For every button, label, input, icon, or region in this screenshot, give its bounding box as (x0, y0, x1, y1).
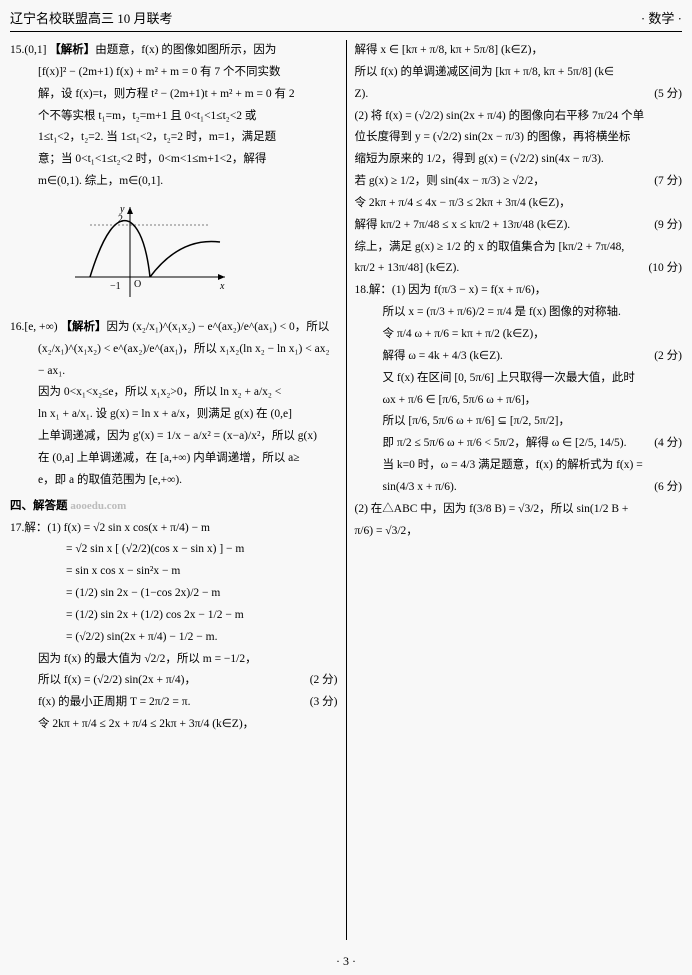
q18-l4: ωx + π/6 ∈ [π/6, 5π/6 ω + π/6]， (354, 390, 682, 412)
q15-l5: 意；当 0<t₁<1≤t₂<2 时，0<m<1≤m+1<2，解得 (10, 149, 338, 171)
q18-l3: 又 f(x) 在区间 [0, 5π/6] 上只取得一次最大值，此时 (354, 368, 682, 390)
r3-2: 解得 kπ/2 + 7π/48 ≤ x ≤ kπ/2 + 13π/48 (k∈Z… (354, 215, 682, 237)
q16-l2: 因为 0<x₁<x₂≤e，所以 x₁x₂>0，所以 ln x₂ + a/x₂ < (10, 382, 338, 404)
r3-0: 若 g(x) ≥ 1/2，则 sin(4x − π/3) ≥ √2/2， (354, 171, 682, 193)
q18-l5: 所以 [π/6, 5π/6 ω + π/6] ⊆ [π/2, 5π/2]， (354, 411, 682, 433)
r1-0: 解得 x ∈ [kπ + π/8, kπ + 5π/8] (k∈Z)， (354, 40, 682, 62)
q18-lead: 18.解：(1) 因为 f(π/3 − x) = f(x + π/6)， (354, 280, 682, 302)
q16-l3: ln x₁ + a/x₁. 设 g(x) = ln x + a/x，则满足 g(… (10, 404, 338, 426)
left-column: 15.(0,1] 【解析】由题意，f(x) 的图像如图所示，因为 [f(x)]²… (10, 40, 338, 940)
q15-l4: 1≤t₁<2，t₂=2. 当 1≤t₁<2，t₂=2 时，m=1，满足题 (10, 127, 338, 149)
column-divider (346, 40, 347, 940)
q18-l1: 令 π/4 ω + π/6 = kπ + π/2 (k∈Z)， (354, 324, 682, 346)
q18-l0: 所以 x = (π/3 + π/6)/2 = π/4 是 f(x) 图像的对称轴… (354, 302, 682, 324)
q17-s1: = sin x cos x − sin²x − m (10, 561, 338, 583)
header-left: 辽宁名校联盟高三 10 月联考 (10, 8, 173, 27)
r2-1: 位长度得到 y = (√2/2) sin(2x − π/3) 的图像，再将横坐标 (354, 127, 682, 149)
function-graph: O −1 2 x y (70, 197, 230, 307)
r4-1: π/6) = √3/2， (354, 521, 682, 543)
q15-line: 15.(0,1] 【解析】由题意，f(x) 的图像如图所示，因为 (10, 40, 338, 62)
r1-2: Z). (5 分) (354, 84, 682, 106)
q18-l8: sin(4/3 x + π/6). (6 分) (354, 477, 682, 499)
r1-1: 所以 f(x) 的单调递减区间为 [kπ + π/8, kπ + 5π/8] (… (354, 62, 682, 84)
q17-s4: = (√2/2) sin(2x + π/4) − 1/2 − m. (10, 627, 338, 649)
svg-text:x: x (219, 281, 225, 292)
q16-l6: e，即 a 的取值范围为 [e,+∞). (10, 470, 338, 492)
svg-text:−1: −1 (110, 281, 121, 292)
q17-s2: = (1/2) sin 2x − (1−cos 2x)/2 − m (10, 583, 338, 605)
q15-l6: m∈(0,1). 综上，m∈(0,1]. (10, 171, 338, 193)
q15-l3: 个不等实根 t₁=m，t₂=m+1 且 0<t₁<1≤t₂<2 或 (10, 106, 338, 128)
q17-s0: = √2 sin x [ (√2/2)(cos x − sin x) ] − m (10, 539, 338, 561)
graph-origin: O (134, 279, 141, 290)
q18-l6: 即 π/2 ≤ 5π/6 ω + π/6 < 5π/2，解得 ω ∈ [2/5,… (354, 433, 682, 455)
svg-text:y: y (119, 204, 125, 215)
q16-l4: 上单调递减，因为 g'(x) = 1/x − a/x² = (x−a)/x²，所… (10, 426, 338, 448)
r2-0: (2) 将 f(x) = (√2/2) sin(2x + π/4) 的图像向右平… (354, 106, 682, 128)
r2-2: 缩短为原来的 1/2，得到 g(x) = (√2/2) sin(4x − π/3… (354, 149, 682, 171)
r3-1: 令 2kπ + π/4 ≤ 4x − π/3 ≤ 2kπ + 3π/4 (k∈Z… (354, 193, 682, 215)
r3-4: kπ/2 + 13π/48] (k∈Z). (10 分) (354, 258, 682, 280)
q16-l1: (x₂/x₁)^(x₁x₂) < e^(ax₂)/e^(ax₁)，所以 x₁x₂… (10, 339, 338, 383)
page-footer: · 3 · (0, 954, 692, 969)
section-4-title: 四、解答题 aooedu.com (10, 496, 338, 518)
q16-l5: 在 (0,a] 上单调递减，在 [a,+∞) 内单调递增，所以 a≥ (10, 448, 338, 470)
q18-l2: 解得 ω = 4k + 4/3 (k∈Z). (2 分) (354, 346, 682, 368)
right-column: 解得 x ∈ [kπ + π/8, kπ + 5π/8] (k∈Z)， 所以 f… (354, 40, 682, 940)
q17-t0: 因为 f(x) 的最大值为 √2/2，所以 m = −1/2， (10, 649, 338, 671)
q15-l1: [f(x)]² − (2m+1) f(x) + m² + m = 0 有 7 个… (10, 62, 338, 84)
q17-t1: 所以 f(x) = (√2/2) sin(2x + π/4)， (2 分) (10, 670, 338, 692)
q17-s3: = (1/2) sin 2x + (1/2) cos 2x − 1/2 − m (10, 605, 338, 627)
r4-0: (2) 在△ABC 中，因为 f(3/8 B) = √3/2，所以 sin(1/… (354, 499, 682, 521)
q18-l7: 当 k=0 时，ω = 4/3 满足题意，f(x) 的解析式为 f(x) = (354, 455, 682, 477)
q15-l2: 解，设 f(x)=t，则方程 t² − (2m+1)t + m² + m = 0… (10, 84, 338, 106)
q17-t2: f(x) 的最小正周期 T = 2π/2 = π. (3 分) (10, 692, 338, 714)
q16-line: 16.[e, +∞) 【解析】因为 (x₂/x₁)^(x₁x₂) − e^(ax… (10, 317, 338, 339)
q17-lead: 17.解：(1) f(x) = √2 sin x cos(x + π/4) − … (10, 518, 338, 540)
r3-3: 综上，满足 g(x) ≥ 1/2 的 x 的取值集合为 [kπ/2 + 7π/4… (354, 237, 682, 259)
watermark: aooedu.com (70, 500, 126, 512)
svg-text:2: 2 (118, 214, 123, 225)
q17-t3: 令 2kπ + π/4 ≤ 2x + π/4 ≤ 2kπ + 3π/4 (k∈Z… (10, 714, 338, 736)
header-right: · 数学 · (641, 8, 682, 27)
